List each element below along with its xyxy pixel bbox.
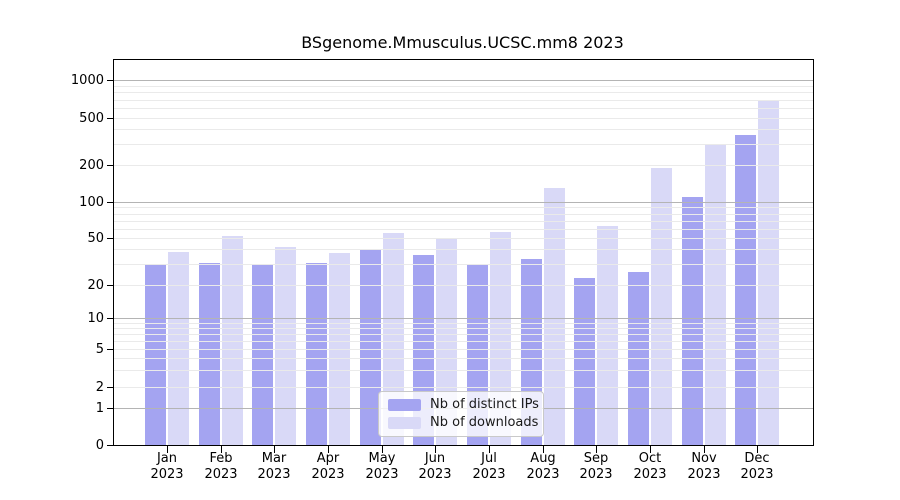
- y-tick-label-100: 100: [79, 195, 104, 210]
- bar-distinct-ips-feb: [199, 263, 220, 445]
- y-tick-label-0: 0: [95, 438, 104, 453]
- y-tick-100: [107, 202, 113, 203]
- bar-downloads-feb: [222, 236, 243, 445]
- y-tick-5: [107, 349, 113, 350]
- y-tick-10: [107, 318, 113, 319]
- legend-row-downloads: Nb of downloads: [388, 416, 538, 430]
- x-tick-label-may: May 2023: [365, 451, 399, 482]
- downloads-swatch: [388, 417, 421, 429]
- y-tick-1: [107, 408, 113, 409]
- y-tick-label-500: 500: [79, 111, 104, 126]
- gridline-minor-800: [114, 92, 813, 93]
- y-tick-1000: [107, 80, 113, 81]
- bar-downloads-aug: [544, 188, 565, 445]
- distinct-ips-swatch: [388, 399, 421, 411]
- x-tick-label-aug: Aug 2023: [526, 451, 560, 482]
- gridline-minor-9: [114, 323, 813, 324]
- bar-distinct-ips-mar: [252, 264, 273, 445]
- gridline-major-10: [114, 318, 813, 319]
- gridline-minor-5: [114, 349, 813, 350]
- gridline-minor-20: [114, 285, 813, 286]
- gridline-minor-90: [114, 207, 813, 208]
- x-tick-label-jan: Jan 2023: [150, 451, 184, 482]
- y-tick-label-5: 5: [95, 342, 104, 357]
- y-tick-label-20: 20: [87, 278, 104, 293]
- x-tick-label-mar: Mar 2023: [257, 451, 291, 482]
- gridline-minor-8: [114, 328, 813, 329]
- x-tick-label-nov: Nov 2023: [687, 451, 721, 482]
- bar-distinct-ips-nov: [682, 197, 703, 445]
- y-tick-50: [107, 238, 113, 239]
- gridline-minor-4: [114, 358, 813, 359]
- y-tick-200: [107, 165, 113, 166]
- x-tick-may: [382, 446, 383, 453]
- gridline-minor-500: [114, 118, 813, 119]
- y-tick-label-1: 1: [95, 401, 104, 416]
- chart-legend: Nb of distinct IPs Nb of downloads: [378, 391, 544, 437]
- y-tick-label-10: 10: [87, 311, 104, 326]
- gridline-minor-3: [114, 370, 813, 371]
- x-tick-dec: [757, 446, 758, 453]
- y-tick-label-50: 50: [87, 231, 104, 246]
- bar-distinct-ips-apr: [306, 263, 327, 445]
- gridline-minor-80: [114, 214, 813, 215]
- y-tick-label-2: 2: [95, 380, 104, 395]
- x-tick-label-dec: Dec 2023: [740, 451, 774, 482]
- chart-title: BSgenome.Mmusculus.UCSC.mm8 2023: [301, 33, 624, 52]
- y-tick-2: [107, 387, 113, 388]
- x-tick-label-jun: Jun 2023: [418, 451, 452, 482]
- gridline-minor-30: [114, 264, 813, 265]
- x-tick-label-feb: Feb 2023: [204, 451, 238, 482]
- gridline-minor-6: [114, 341, 813, 342]
- x-tick-apr: [328, 446, 329, 453]
- x-tick-sep: [596, 446, 597, 453]
- bar-distinct-ips-dec: [735, 135, 756, 445]
- y-tick-20: [107, 285, 113, 286]
- bar-downloads-oct: [651, 168, 672, 445]
- bar-distinct-ips-may: [360, 249, 381, 445]
- x-tick-mar: [274, 446, 275, 453]
- bar-downloads-sep: [597, 226, 618, 445]
- x-tick-oct: [650, 446, 651, 453]
- gridline-major-100: [114, 202, 813, 203]
- bar-distinct-ips-jan: [145, 264, 166, 445]
- y-tick-0: [107, 445, 113, 446]
- gridline-minor-70: [114, 221, 813, 222]
- y-tick-500: [107, 118, 113, 119]
- x-tick-jul: [489, 446, 490, 453]
- bar-downloads-mar: [275, 247, 296, 445]
- bar-downloads-dec: [758, 101, 779, 445]
- x-tick-jun: [435, 446, 436, 453]
- bar-downloads-nov: [705, 144, 726, 445]
- gridline-minor-2: [114, 387, 813, 388]
- gridline-minor-300: [114, 144, 813, 145]
- legend-label-downloads: Nb of downloads: [430, 415, 539, 430]
- x-tick-jan: [167, 446, 168, 453]
- x-tick-label-oct: Oct 2023: [633, 451, 667, 482]
- legend-row-distinct-ips: Nb of distinct IPs: [388, 398, 539, 412]
- x-tick-label-jul: Jul 2023: [472, 451, 506, 482]
- x-tick-aug: [543, 446, 544, 453]
- gridline-major-1000: [114, 80, 813, 81]
- x-tick-label-sep: Sep 2023: [579, 451, 613, 482]
- x-tick-nov: [704, 446, 705, 453]
- gridline-minor-40: [114, 249, 813, 250]
- gridline-minor-50: [114, 238, 813, 239]
- y-tick-label-200: 200: [79, 158, 104, 173]
- y-tick-label-1000: 1000: [70, 73, 104, 88]
- legend-label-distinct-ips: Nb of distinct IPs: [430, 397, 539, 412]
- bar-distinct-ips-sep: [574, 278, 595, 445]
- gridline-minor-900: [114, 86, 813, 87]
- x-tick-label-apr: Apr 2023: [311, 451, 345, 482]
- plot-area: Nb of distinct IPs Nb of downloads 0 1 2 5 1…: [71, 59, 814, 482]
- x-tick-feb: [221, 446, 222, 453]
- bar-downloads-jan: [168, 252, 189, 445]
- gridline-minor-200: [114, 165, 813, 166]
- gridline-minor-600: [114, 108, 813, 109]
- gridline-minor-400: [114, 129, 813, 130]
- gridline-minor-700: [114, 100, 813, 101]
- gridline-minor-60: [114, 229, 813, 230]
- gridline-minor-7: [114, 334, 813, 335]
